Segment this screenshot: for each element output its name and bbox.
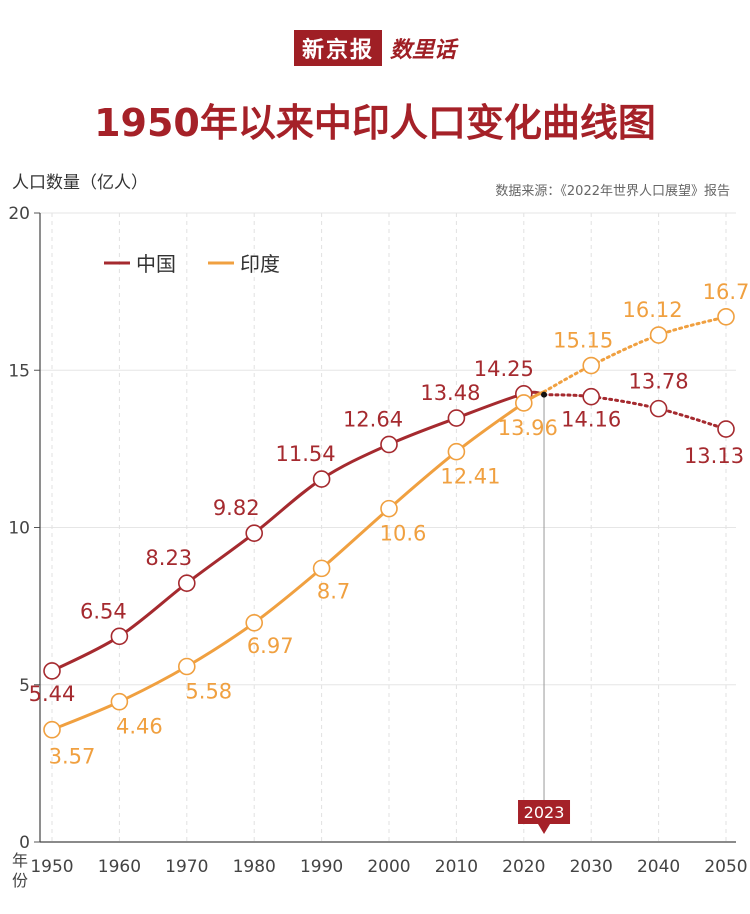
china-data-label: 5.44 [29, 682, 76, 706]
india-data-point [43, 720, 61, 739]
brand-header: 新京报 数里话 [0, 30, 750, 66]
india-data-point [178, 657, 196, 676]
india-data-point [717, 307, 735, 326]
china-data-point [380, 435, 398, 454]
x-axis-label: 份 [12, 871, 28, 890]
china-data-label: 13.13 [684, 444, 744, 468]
y-axis-label: 人口数量（亿人） [12, 173, 148, 193]
china-data-label: 13.78 [629, 370, 689, 394]
india-data-label: 5.58 [185, 680, 232, 704]
india-data-label: 8.7 [317, 579, 350, 603]
x-axis-label: 年 [12, 851, 28, 870]
y-tick-label: 0 [19, 833, 30, 853]
legend-label-india: 印度 [240, 252, 280, 276]
x-tick-label: 1970 [165, 857, 208, 877]
india-data-point [312, 559, 331, 578]
y-tick-label: 10 [8, 519, 30, 539]
chart-title: 1950年以来中印人口变化曲线图 [94, 101, 656, 145]
china-data-label: 8.23 [145, 546, 192, 570]
year-marker-dot [541, 391, 548, 398]
x-tick-label: 2000 [367, 857, 410, 877]
year-marker-badge [518, 800, 571, 824]
x-tick-label: 1960 [98, 857, 141, 877]
india-data-label: 13.96 [498, 416, 558, 440]
india-data-label: 16.12 [623, 298, 683, 322]
y-tick-label: 5 [19, 676, 30, 696]
y-tick-label: 20 [8, 204, 30, 224]
x-tick-label: 2040 [637, 857, 680, 877]
india-data-point [110, 692, 129, 711]
x-tick-label: 2020 [502, 857, 545, 877]
x-tick-label: 2050 [704, 857, 747, 877]
china-data-point [110, 627, 129, 646]
x-tick-label: 1980 [233, 857, 276, 877]
china-data-label: 9.82 [213, 496, 260, 520]
china-data-point [312, 470, 331, 488]
china-data-label: 14.25 [474, 357, 534, 381]
china-line-projected [542, 393, 728, 431]
china-data-label: 14.16 [561, 408, 621, 432]
x-tick-label: 1990 [300, 857, 343, 877]
china-data-point [717, 420, 735, 438]
india-data-label: 3.57 [49, 745, 96, 769]
china-data-point [447, 409, 466, 427]
india-data-point [447, 442, 466, 461]
brand-sub-logo: 数里话 [390, 37, 457, 63]
china-line-historical [51, 390, 545, 673]
china-data-label: 12.64 [343, 407, 403, 431]
x-tick-label: 1950 [30, 857, 73, 877]
india-data-label: 6.97 [247, 634, 294, 658]
brand-logo: 新京报 [293, 30, 382, 66]
india-data-point [582, 356, 601, 375]
china-data-point [245, 524, 263, 542]
india-data-label: 4.46 [116, 715, 163, 739]
x-tick-label: 2010 [435, 857, 478, 877]
india-data-point [649, 326, 668, 344]
india-data-point [514, 394, 533, 412]
china-data-point [582, 387, 601, 406]
india-data-label: 10.6 [380, 522, 427, 546]
china-data-point [649, 399, 668, 418]
data-source: 数据来源：《2022年世界人口展望》报告 [495, 184, 730, 199]
china-data-point [43, 662, 61, 680]
india-data-point [245, 613, 263, 632]
year-marker-label: 2023 [524, 803, 565, 822]
india-line-projected [542, 315, 728, 394]
india-data-label: 16.7 [703, 280, 750, 304]
india-data-point [380, 499, 398, 518]
china-data-label: 6.54 [80, 599, 127, 623]
india-data-label: 12.41 [440, 465, 500, 489]
india-data-label: 15.15 [553, 329, 613, 353]
x-tick-label: 2030 [570, 857, 613, 877]
legend-label-china: 中国 [136, 252, 176, 276]
china-data-point [178, 574, 196, 592]
y-tick-label: 15 [8, 361, 30, 381]
china-data-label: 13.48 [420, 381, 480, 405]
year-marker-badge-pointer [538, 824, 551, 834]
china-data-label: 11.54 [276, 442, 336, 466]
